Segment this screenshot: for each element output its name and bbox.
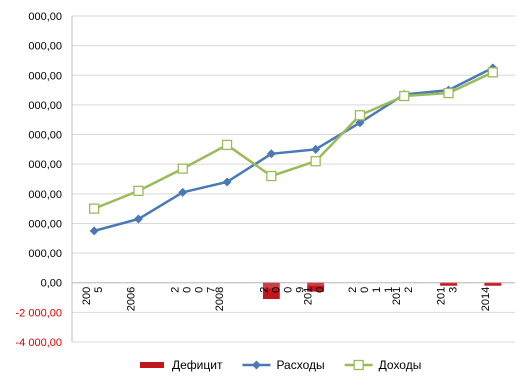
y-tick-label: 0,00	[41, 278, 62, 290]
point-series-1	[89, 226, 99, 236]
point-series-2	[399, 90, 410, 102]
y-tick-labels: -4 000,00 -2 000,00 0,00 000,00 000,00 000,00…	[16, 11, 62, 349]
svg-text:1: 1	[383, 287, 395, 293]
svg-text:2014: 2014	[480, 287, 492, 311]
legend-item-series-0: Дефицит	[140, 358, 223, 372]
legend-marker	[353, 359, 364, 371]
point-series-2	[177, 163, 188, 174]
point-series-1	[222, 177, 232, 187]
bar-deficit-2009	[262, 282, 280, 300]
legend-item-series-2: Доходы	[344, 358, 422, 372]
y-tick-label: 000,00	[28, 248, 62, 260]
svg-text:5: 5	[93, 287, 105, 293]
svg-text:2006: 2006	[125, 287, 137, 311]
bar-deficit-2013	[440, 282, 457, 286]
svg-text:0: 0	[194, 287, 206, 293]
svg-text:200: 200	[81, 287, 93, 305]
x-tick-label: 200 5	[81, 287, 105, 305]
svg-text:0: 0	[182, 287, 194, 293]
svg-text:0: 0	[282, 287, 294, 293]
line-series-1	[93, 66, 494, 233]
y-tick-label: 000,00	[28, 189, 62, 201]
y-tick-label: -2 000,00	[16, 307, 62, 319]
legend-item-series-1: Расходы	[242, 358, 325, 372]
point-series-2	[354, 110, 366, 121]
svg-text:0: 0	[270, 287, 282, 293]
point-series-1	[266, 149, 276, 159]
svg-text:2: 2	[403, 287, 415, 293]
svg-text:2: 2	[170, 287, 182, 293]
x-tick-label: 2008	[214, 287, 226, 311]
x-tick-label: 201 0	[303, 287, 327, 305]
line-layer	[89, 63, 499, 236]
bar-highlight	[440, 282, 457, 284]
point-series-1	[133, 214, 143, 224]
bar-highlight	[307, 282, 325, 286]
point-series-2	[89, 203, 100, 214]
x-tick-label: 2014	[480, 287, 492, 311]
svg-text:201: 201	[303, 287, 315, 305]
legend-marker	[251, 360, 261, 370]
y-tick-label: 000,00	[28, 70, 62, 82]
point-series-1	[178, 187, 188, 197]
svg-text:2: 2	[258, 287, 270, 293]
bar-deficit-2010	[307, 282, 325, 292]
svg-text:2: 2	[347, 287, 359, 293]
svg-text:0: 0	[315, 287, 327, 293]
y-tick-label: 000,00	[28, 100, 62, 112]
svg-text:9: 9	[294, 287, 306, 293]
bar-deficit-2014	[484, 282, 502, 286]
point-series-2	[266, 170, 277, 182]
point-series-2	[487, 67, 499, 78]
point-series-1	[311, 144, 321, 154]
svg-text:201: 201	[391, 287, 403, 305]
bar-highlight	[262, 282, 280, 289]
x-tick-label: 2006	[125, 287, 137, 311]
x-tick-label: 201 2	[391, 287, 415, 305]
y-tick-label: 000,00	[28, 11, 62, 23]
y-tick-label: 000,00	[28, 159, 62, 171]
legend-label: Доходы	[379, 358, 422, 372]
svg-text:0: 0	[359, 287, 371, 293]
svg-text:3: 3	[448, 287, 460, 293]
bar-highlight	[484, 282, 502, 284]
svg-text:201: 201	[436, 287, 448, 305]
point-series-2	[133, 185, 144, 197]
point-series-2	[443, 87, 454, 99]
line-series-2	[93, 71, 494, 210]
legend: Дефицит Расходы Доходы	[140, 358, 421, 372]
y-tick-label: 000,00	[28, 41, 62, 53]
bar-layer	[262, 282, 502, 300]
point-series-1	[355, 118, 365, 128]
svg-text:7: 7	[206, 287, 218, 293]
x-tick-label: 201 3	[436, 287, 460, 305]
svg-text:1: 1	[371, 287, 383, 293]
legend-swatch	[140, 362, 164, 368]
y-tick-label: -4 000,00	[16, 337, 62, 349]
y-tick-label: 000,00	[28, 130, 62, 142]
svg-text:2008: 2008	[214, 287, 226, 311]
point-series-2	[310, 156, 321, 167]
legend-label: Дефицит	[172, 358, 223, 372]
y-tick-label: 000,00	[28, 218, 62, 230]
point-series-2	[221, 139, 233, 151]
legend-label: Расходы	[276, 358, 324, 372]
